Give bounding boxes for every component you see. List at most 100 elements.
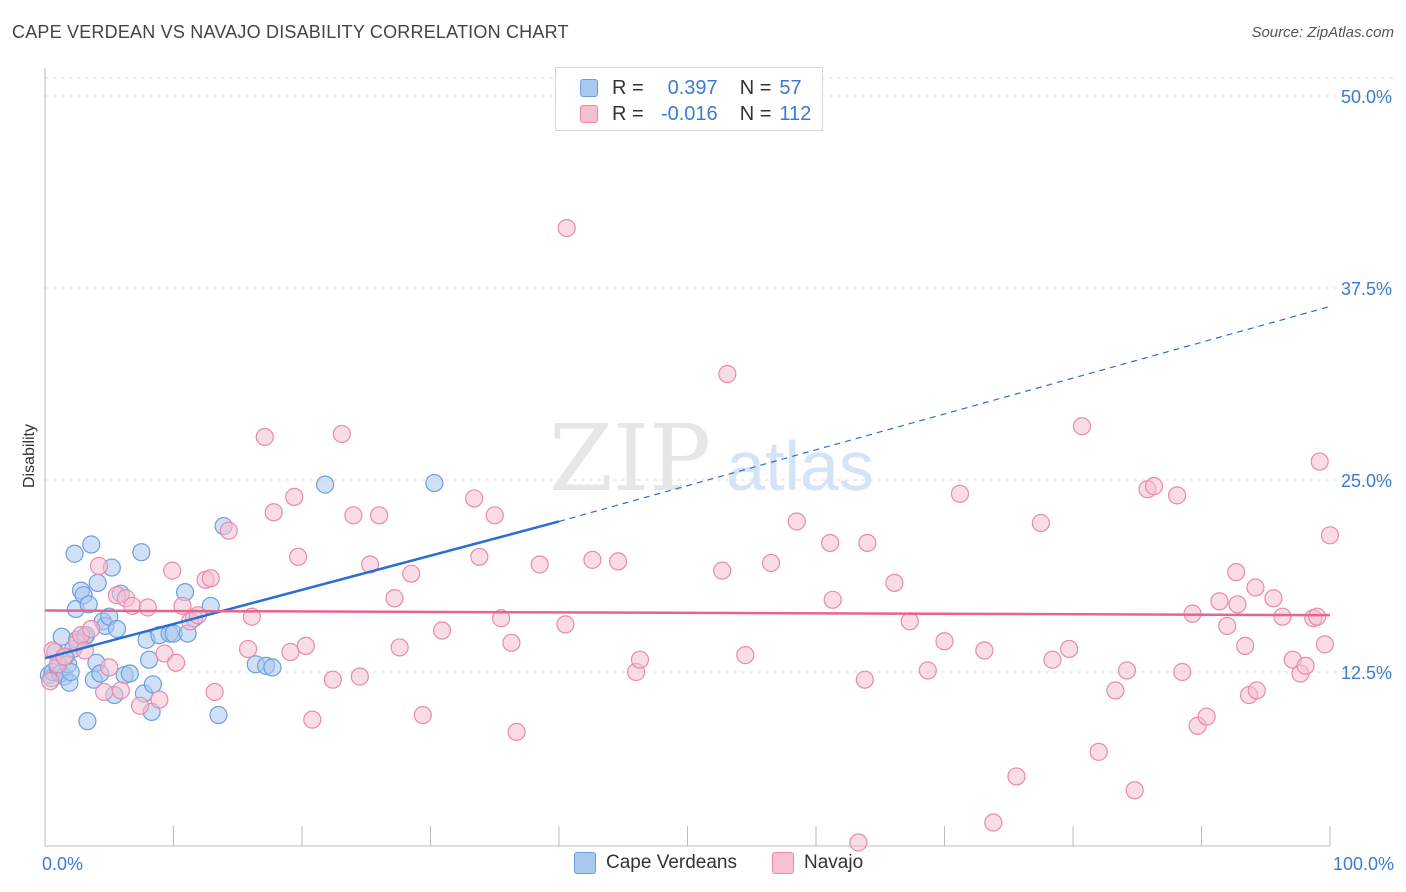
navajo-point: [201, 569, 220, 588]
navajo-point: [350, 667, 369, 686]
axis-layer: [44, 68, 1331, 847]
navajo-point: [390, 638, 409, 657]
legend-label: Navajo: [804, 852, 864, 873]
navajo-point: [1264, 589, 1283, 608]
navajo-point: [289, 547, 308, 566]
navajo-point: [557, 218, 576, 238]
navajo-point: [296, 636, 315, 655]
navajo-point: [1031, 513, 1050, 533]
r-label: R =: [612, 76, 644, 99]
cape-verdean-point: [209, 705, 228, 725]
watermark-atlas: atlas: [726, 427, 874, 505]
navajo-point: [485, 506, 504, 525]
navajo-point: [1106, 681, 1125, 700]
n-label: N =: [739, 76, 772, 99]
navajo-point: [1310, 452, 1329, 471]
n-value: 112: [779, 102, 812, 125]
navajo-point: [1308, 607, 1327, 626]
watermark-zip: ZIP: [549, 405, 711, 512]
navajo-point: [787, 512, 806, 531]
pink-swatch: [772, 852, 794, 874]
n-value: 57: [779, 76, 802, 99]
navajo-point: [370, 506, 389, 525]
navajo-point: [1167, 486, 1187, 505]
navajo-point: [975, 641, 994, 660]
navajo-point: [1125, 781, 1144, 800]
watermark: ZIP atlas: [549, 405, 874, 512]
cape-verdean-point: [139, 650, 159, 669]
navajo-point: [1007, 767, 1026, 786]
blue-swatch: [580, 79, 598, 97]
navajo-point: [900, 612, 919, 631]
navajo-point: [1218, 616, 1237, 636]
cape-verdean-point: [263, 658, 282, 677]
legend-item-cape-verdeans[interactable]: Cape Verdeans: [574, 852, 737, 874]
navajo-point: [95, 682, 114, 702]
y-axis-label: Disability: [21, 423, 38, 489]
navajo-point: [492, 609, 511, 628]
cape-verdean-point: [132, 543, 151, 562]
navajo-point: [713, 561, 732, 580]
navajo-point: [138, 598, 157, 617]
navajo-point: [1117, 661, 1137, 680]
source-credit: Source: ZipAtlas.com: [1251, 24, 1394, 41]
navajo-point: [1227, 563, 1246, 582]
stats-legend: R = 0.397 N = 57 R = -0.016 N = 112: [555, 67, 823, 131]
navajo-point: [1228, 595, 1247, 614]
navajo-point: [323, 670, 342, 689]
navajo-point: [82, 619, 101, 639]
navajo-point: [918, 661, 937, 680]
cape-verdean-point: [78, 712, 97, 731]
r-value: 0.397: [667, 76, 718, 99]
navajo-point: [1296, 656, 1315, 675]
navajo-point: [823, 590, 842, 609]
cape-verdean-point: [120, 664, 139, 683]
navajo-trend-line: [44, 609, 1331, 617]
navajo-point: [736, 646, 755, 665]
navajo-point: [858, 533, 877, 553]
cape-verdean-point: [65, 544, 84, 563]
navajo-point: [465, 489, 484, 508]
navajo-point: [502, 633, 521, 652]
navajo-point: [470, 547, 489, 566]
cape-verdean-point: [107, 619, 127, 639]
navajo-point: [1072, 417, 1092, 436]
navajo-point: [1247, 681, 1266, 700]
cape-verdean-point: [79, 595, 98, 614]
navajo-point: [100, 658, 119, 677]
navajo-point: [849, 833, 868, 852]
navajo-point: [935, 632, 954, 651]
y-tick-label: 50.0%: [1341, 87, 1392, 107]
cape-verdean-point: [143, 675, 163, 694]
navajo-point: [281, 642, 300, 662]
x-tick-label: 0.0%: [42, 854, 83, 874]
r-value: -0.016: [660, 102, 718, 125]
navajo-point: [111, 681, 130, 700]
cape-verdean-point: [82, 535, 101, 554]
navajo-point: [166, 653, 186, 672]
navajo-point: [205, 682, 224, 702]
navajo-point: [1043, 650, 1062, 669]
navajo-point: [238, 639, 258, 659]
navajo-point: [130, 696, 150, 715]
stats-row-cape-verdeans: R = 0.397 N = 57: [580, 76, 802, 100]
stats-row-navajo: R = -0.016 N = 112: [580, 102, 811, 126]
navajo-point: [163, 561, 182, 580]
navajo-point: [1089, 742, 1108, 761]
navajo-point: [75, 641, 94, 660]
cape-verdean-trend-line: [44, 520, 560, 660]
trend-layer: [44, 305, 1331, 660]
navajo-point: [530, 555, 549, 574]
navajo-point: [1246, 578, 1265, 597]
r-label: R =: [612, 102, 644, 125]
navajo-point: [609, 552, 628, 571]
series-legend: Cape Verdeans Navajo: [0, 852, 1406, 878]
navajo-point: [630, 650, 650, 669]
navajo-point: [264, 503, 283, 522]
n-label: N =: [739, 102, 772, 125]
navajo-point: [1273, 607, 1292, 626]
y-tick-label: 25.0%: [1341, 471, 1392, 491]
navajo-point: [855, 670, 874, 689]
legend-item-navajo[interactable]: Navajo: [772, 852, 863, 874]
navajo-point: [150, 690, 169, 709]
